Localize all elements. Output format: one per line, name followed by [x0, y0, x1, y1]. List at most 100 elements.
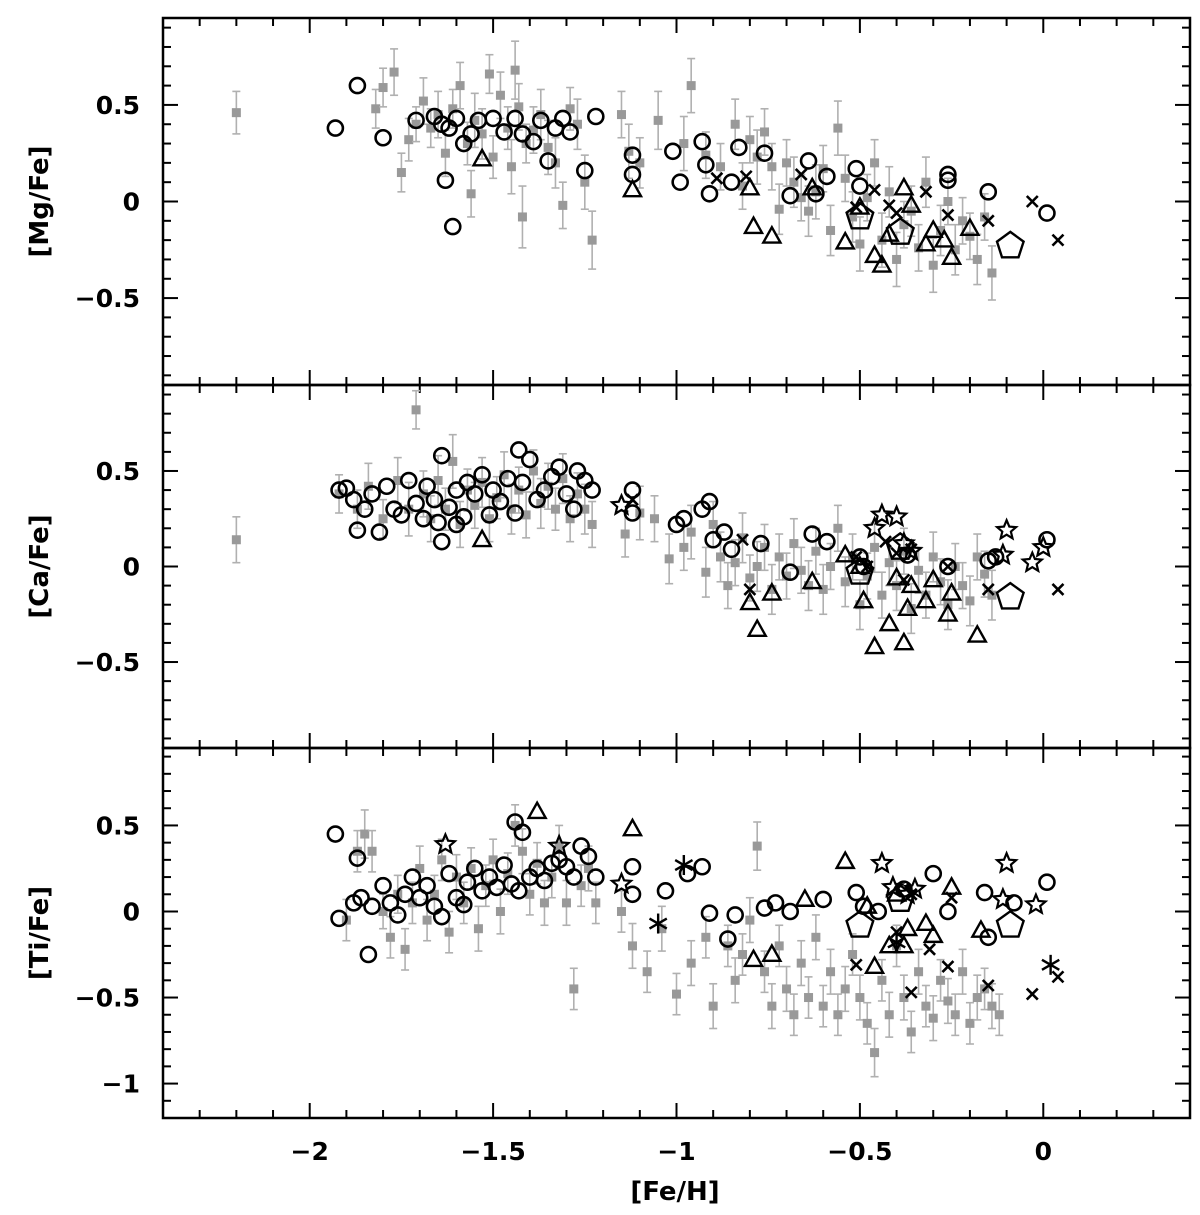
gray-square — [543, 481, 553, 491]
triangle-point — [933, 228, 955, 248]
gray-square — [462, 139, 472, 149]
gray-square-point — [833, 993, 843, 1037]
triangle-point — [922, 568, 944, 588]
gray-square-point — [950, 993, 960, 1037]
gray-square — [404, 504, 414, 514]
gray-square — [429, 889, 439, 899]
gray-square — [539, 898, 549, 908]
gray-square-point — [980, 550, 990, 598]
series — [845, 883, 1026, 938]
circle-point — [975, 883, 994, 902]
cross-point — [1025, 195, 1039, 208]
gray-square-point — [950, 223, 960, 276]
gray-square — [433, 476, 443, 486]
gray-square — [906, 1027, 916, 1037]
gray-square — [987, 1001, 997, 1011]
circle-point — [440, 498, 458, 517]
star-point — [994, 517, 1019, 541]
gray-square-point — [796, 939, 806, 987]
gray-square — [914, 967, 924, 977]
circle-point — [700, 492, 719, 511]
star-point — [1031, 534, 1056, 558]
gray-square-point — [870, 138, 880, 187]
circle-point — [818, 532, 836, 551]
gray-square-point — [958, 948, 968, 995]
gray-square — [972, 993, 982, 1003]
circle-point — [344, 490, 363, 509]
circle-point — [755, 144, 774, 163]
gray-square — [580, 177, 590, 187]
gray-square — [716, 552, 726, 562]
y-tick-label: −0.5 — [75, 984, 140, 1013]
cross-point — [868, 183, 881, 197]
gray-square — [730, 975, 740, 985]
circle-point — [1038, 204, 1056, 222]
circle-point — [564, 868, 583, 886]
gray-square-point — [701, 915, 711, 959]
triangle-point — [471, 528, 493, 548]
cross-point — [897, 573, 911, 587]
gray-square — [804, 581, 814, 591]
circle-point — [939, 557, 957, 576]
panel-2: 0.5 0 −0.5 [Ca/Fe] — [25, 383, 1192, 750]
triangle-point — [621, 178, 644, 198]
gray-square-point — [440, 129, 450, 178]
circle-point — [374, 128, 392, 147]
gray-square — [826, 967, 836, 977]
y-tick-label: 0.5 — [96, 91, 140, 120]
gray-square-point — [484, 53, 494, 95]
cross-point — [849, 550, 863, 564]
pentagon-point — [995, 909, 1026, 938]
gray-square-point — [473, 905, 483, 952]
gray-square-point — [745, 115, 755, 164]
gray-square — [532, 858, 542, 868]
gray-square-point — [231, 516, 241, 564]
circle-point — [407, 494, 425, 513]
gray-square-point — [488, 135, 498, 180]
gray-square — [877, 975, 887, 985]
gray-square-point — [572, 98, 582, 151]
gray-square — [980, 569, 990, 579]
gray-square — [855, 600, 865, 610]
gray-square — [411, 119, 421, 129]
gray-square-point — [411, 389, 421, 430]
gray-square-point — [664, 533, 674, 585]
gray-square-point — [936, 958, 946, 1002]
circle-point — [939, 165, 957, 184]
triangle-point — [801, 570, 823, 590]
gray-square — [558, 474, 568, 484]
gray-square — [870, 158, 880, 168]
gray-square — [774, 941, 784, 951]
gray-square-point — [528, 106, 538, 155]
gray-square — [928, 552, 938, 562]
circle-point — [781, 902, 800, 921]
y-tick-label: −0.5 — [75, 284, 140, 313]
gray-square-point — [840, 154, 850, 203]
triangle-point — [900, 193, 922, 213]
gray-square — [914, 565, 924, 575]
gray-square — [404, 135, 414, 145]
circle-point — [388, 906, 407, 924]
circle-point — [583, 481, 601, 499]
triangle-point — [863, 635, 886, 655]
gray-square — [716, 162, 726, 172]
gray-square — [899, 220, 909, 230]
pentagon-point — [995, 581, 1026, 610]
gray-square-point — [972, 233, 982, 286]
cross-point — [739, 169, 753, 183]
gray-square-point — [782, 965, 792, 1013]
gray-square-point — [870, 1027, 880, 1078]
gray-square — [565, 104, 575, 114]
cross-point — [710, 171, 724, 185]
gray-square-point — [958, 561, 968, 610]
circle-point — [851, 177, 869, 195]
circle-point — [370, 523, 389, 541]
circle-point — [403, 868, 422, 886]
gray-square — [506, 162, 516, 172]
gray-square-point — [730, 538, 740, 587]
gray-square-point — [701, 546, 711, 598]
gray-square-point — [745, 896, 755, 944]
circle-point — [675, 509, 693, 528]
circle-point — [1038, 530, 1056, 549]
circle-point — [429, 513, 447, 532]
